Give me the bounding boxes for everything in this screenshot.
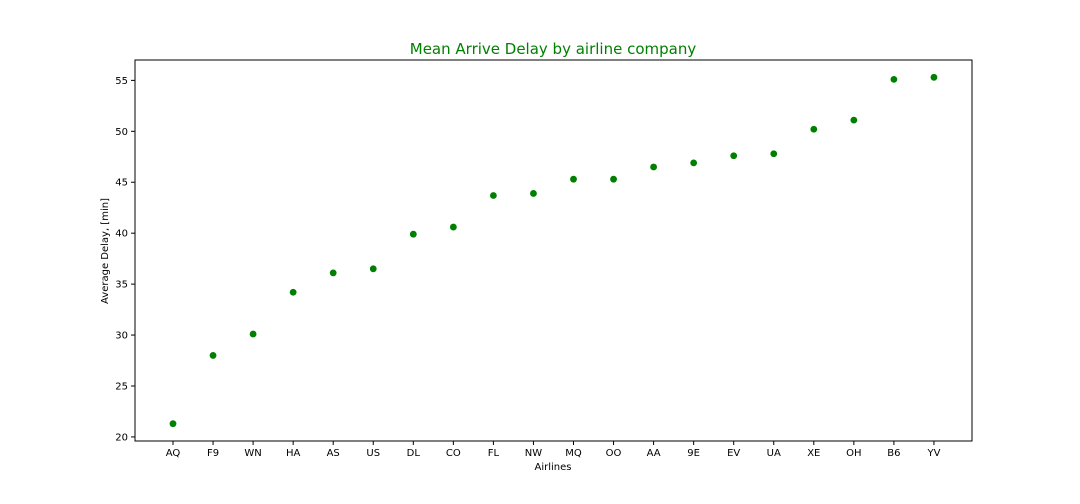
x-tick-label: AS	[327, 448, 340, 459]
x-tick-label: NW	[525, 448, 542, 459]
data-point-ua	[770, 150, 778, 158]
x-tick-label: AQ	[166, 448, 181, 459]
data-point-mq	[570, 175, 577, 183]
x-tick-label: EV	[727, 448, 740, 459]
data-point-co	[449, 223, 457, 231]
data-point-ev	[730, 152, 738, 160]
data-point-b6	[890, 75, 898, 83]
x-tick-label: OH	[846, 448, 861, 459]
y-tick-label: 40	[115, 229, 128, 240]
x-tick-label: HA	[286, 448, 301, 459]
y-tick-label: 20	[115, 432, 128, 443]
points-layer	[169, 73, 938, 428]
x-tick-label: FL	[488, 448, 500, 459]
data-point-xe	[810, 125, 818, 133]
y-tick-label: 30	[115, 331, 128, 342]
chart-title: Mean Arrive Delay by airline company	[410, 40, 697, 58]
x-tick-label: US	[366, 448, 380, 459]
x-tick-label: UA	[767, 448, 781, 459]
x-tick-label: WN	[244, 448, 261, 459]
x-tick-label: AA	[647, 448, 661, 459]
y-tick-label: 25	[115, 381, 128, 392]
data-point-9e	[690, 159, 698, 167]
data-point-us	[369, 265, 377, 273]
x-tick-label: F9	[207, 448, 219, 459]
data-point-yv	[930, 73, 938, 81]
data-point-fl	[490, 192, 497, 199]
x-tick-label: YV	[926, 448, 940, 459]
data-point-wn	[249, 330, 257, 338]
y-tick-label: 50	[115, 127, 128, 138]
x-axis-label: Airlines	[535, 462, 572, 473]
plot-frame	[134, 59, 973, 442]
y-tick-label: 55	[115, 76, 128, 87]
x-tick-label: 9E	[687, 448, 700, 459]
data-point-dl	[409, 230, 417, 238]
x-tick-label: B6	[887, 448, 900, 459]
y-axis-label: Average Delay, [min]	[100, 198, 111, 304]
ticks-layer: 20 25 30 35 40 45 50 55 AQ F9 WN HA AS US DL CO FL NW MQ OO…	[115, 76, 940, 459]
x-tick-label: DL	[407, 448, 421, 459]
data-point-f9	[209, 352, 217, 359]
x-tick-label: MQ	[565, 448, 582, 459]
data-point-ha	[289, 288, 297, 296]
y-tick-label: 35	[115, 280, 128, 291]
data-point-oo	[610, 175, 617, 183]
data-point-oh	[850, 116, 858, 124]
x-tick-label: CO	[446, 448, 461, 459]
data-point-aa	[650, 163, 657, 171]
x-tick-label: XE	[807, 448, 820, 459]
x-tick-label: OO	[606, 448, 622, 459]
data-point-as	[329, 269, 337, 277]
data-point-nw	[530, 190, 537, 197]
data-point-aq	[169, 420, 177, 428]
y-tick-label: 45	[115, 178, 128, 189]
